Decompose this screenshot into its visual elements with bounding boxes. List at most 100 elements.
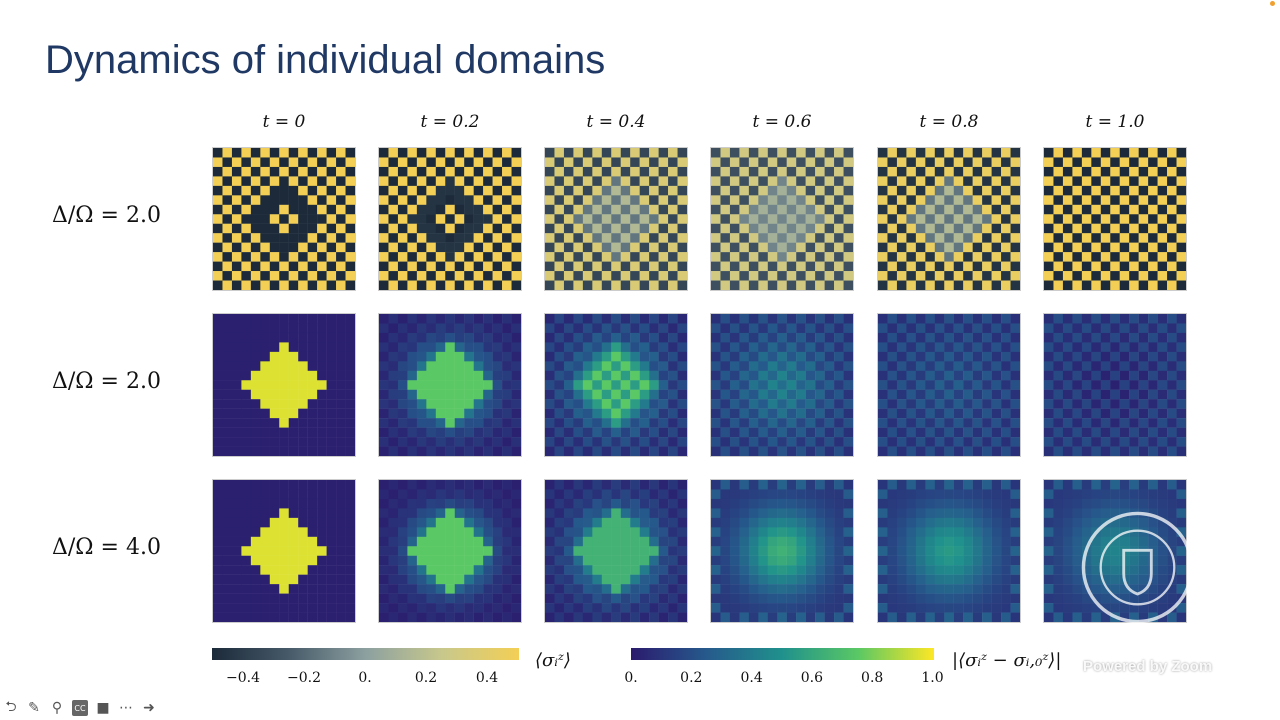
heatmap-cell <box>1053 261 1064 272</box>
heatmap-cell <box>260 603 270 613</box>
heatmap-cell <box>397 446 408 456</box>
heatmap-cell <box>896 351 907 362</box>
heatmap-cell <box>241 166 252 177</box>
heatmap-cell <box>658 176 669 187</box>
heatmap-cell <box>748 148 759 158</box>
heatmap-cell <box>288 612 299 622</box>
heatmap-cell <box>843 370 853 381</box>
heatmap-cell <box>345 480 355 490</box>
forward-icon[interactable]: ➜ <box>143 700 155 716</box>
heatmap-cell <box>748 380 759 390</box>
heatmap-cell <box>379 408 389 419</box>
heatmap-cell <box>963 204 973 215</box>
heatmap-cell <box>250 612 261 622</box>
heatmap-cell <box>777 157 787 168</box>
heatmap-cell <box>326 480 337 490</box>
heatmap-cell <box>729 427 740 438</box>
heatmap-cell <box>213 380 223 390</box>
heatmap-cell <box>1081 527 1092 537</box>
heatmap-cell <box>824 555 835 566</box>
heatmap-cell <box>887 418 898 428</box>
heatmap-cell <box>777 446 787 456</box>
heatmap-cell <box>758 527 768 537</box>
heatmap-cell <box>611 332 621 343</box>
heatmap-cell <box>1148 555 1158 566</box>
heatmap-cell <box>1157 508 1168 519</box>
camera-icon[interactable]: ■ <box>96 700 110 716</box>
pen-icon[interactable]: ✎ <box>28 700 40 716</box>
heatmap-cell <box>786 185 797 196</box>
cc-icon[interactable]: CC <box>72 700 88 716</box>
heatmap-cell <box>677 574 687 585</box>
heatmap-cell <box>887 233 898 243</box>
heatmap-cell <box>934 427 945 438</box>
heatmap-cell <box>720 489 731 500</box>
heatmap-cell <box>1138 380 1149 390</box>
heatmap-cell <box>953 418 964 428</box>
heatmap-cell <box>963 489 973 500</box>
heatmap-cell <box>1110 480 1120 490</box>
heatmap-cell <box>720 603 731 613</box>
heatmap-cell <box>473 612 484 622</box>
heatmap-cell <box>483 574 493 585</box>
heatmap-cell <box>445 508 455 519</box>
heatmap-cell <box>972 612 983 622</box>
search-icon[interactable]: ⚲ <box>51 700 63 716</box>
heatmap-cell <box>473 593 484 604</box>
heatmap-cell <box>991 271 1002 281</box>
heatmap-cell <box>711 261 721 272</box>
heatmap-cell <box>250 555 261 566</box>
heatmap-cell <box>824 157 835 168</box>
heatmap-cell <box>944 332 954 343</box>
heatmap-cell <box>1081 370 1092 381</box>
heatmap-cell <box>991 555 1002 566</box>
heatmap-cell <box>288 176 299 187</box>
heatmap-cell <box>464 546 474 556</box>
heatmap-cell <box>925 166 935 177</box>
heatmap-cell <box>896 427 907 438</box>
heatmap-cell <box>473 389 484 400</box>
heatmap-cell <box>511 389 521 400</box>
heatmap-cell <box>336 593 346 604</box>
heatmap-cell <box>748 242 759 253</box>
heatmap-cell <box>416 427 427 438</box>
heatmap-cell <box>720 204 731 215</box>
heatmap-cell <box>815 489 825 500</box>
heatmap-cell <box>925 593 935 604</box>
heatmap-cell <box>298 546 308 556</box>
heatmap-cell <box>677 536 687 547</box>
heatmap-cell <box>464 185 474 196</box>
heatmap-cell <box>991 342 1002 353</box>
more-icon[interactable]: ⋯ <box>119 700 133 716</box>
heatmap-cell <box>545 565 555 575</box>
heatmap-cell <box>1081 437 1092 447</box>
heatmap-cell <box>767 314 778 324</box>
heatmap-cell <box>1157 546 1168 556</box>
heatmap-cell <box>843 166 853 177</box>
back-icon[interactable]: ⮌ <box>5 699 17 715</box>
heatmap-cell <box>1100 195 1111 205</box>
heatmap-cell <box>464 252 474 262</box>
heatmap-cell <box>1110 323 1120 334</box>
heatmap-cell <box>397 271 408 281</box>
heatmap-cell <box>345 176 355 187</box>
heatmap-cell <box>805 195 816 205</box>
heatmap-cell <box>1081 157 1092 168</box>
heatmap-cell <box>767 446 778 456</box>
heatmap-cell <box>639 555 650 566</box>
heatmap-cell <box>824 584 835 594</box>
heatmap-cell <box>796 157 806 168</box>
heatmap-cell <box>1157 157 1168 168</box>
heatmap-cell <box>1176 508 1186 519</box>
heatmap-cell <box>972 418 983 428</box>
heatmap-cell <box>336 242 346 253</box>
heatmap-cell <box>953 446 964 456</box>
heatmap-cell <box>777 389 787 400</box>
heatmap-cell <box>473 427 484 438</box>
heatmap-cell <box>878 480 888 490</box>
heatmap-cell <box>982 204 992 215</box>
heatmap-cell <box>972 157 983 168</box>
heatmap-cell <box>767 204 778 215</box>
heatmap-cell <box>473 223 484 234</box>
heatmap-cell <box>739 261 750 272</box>
